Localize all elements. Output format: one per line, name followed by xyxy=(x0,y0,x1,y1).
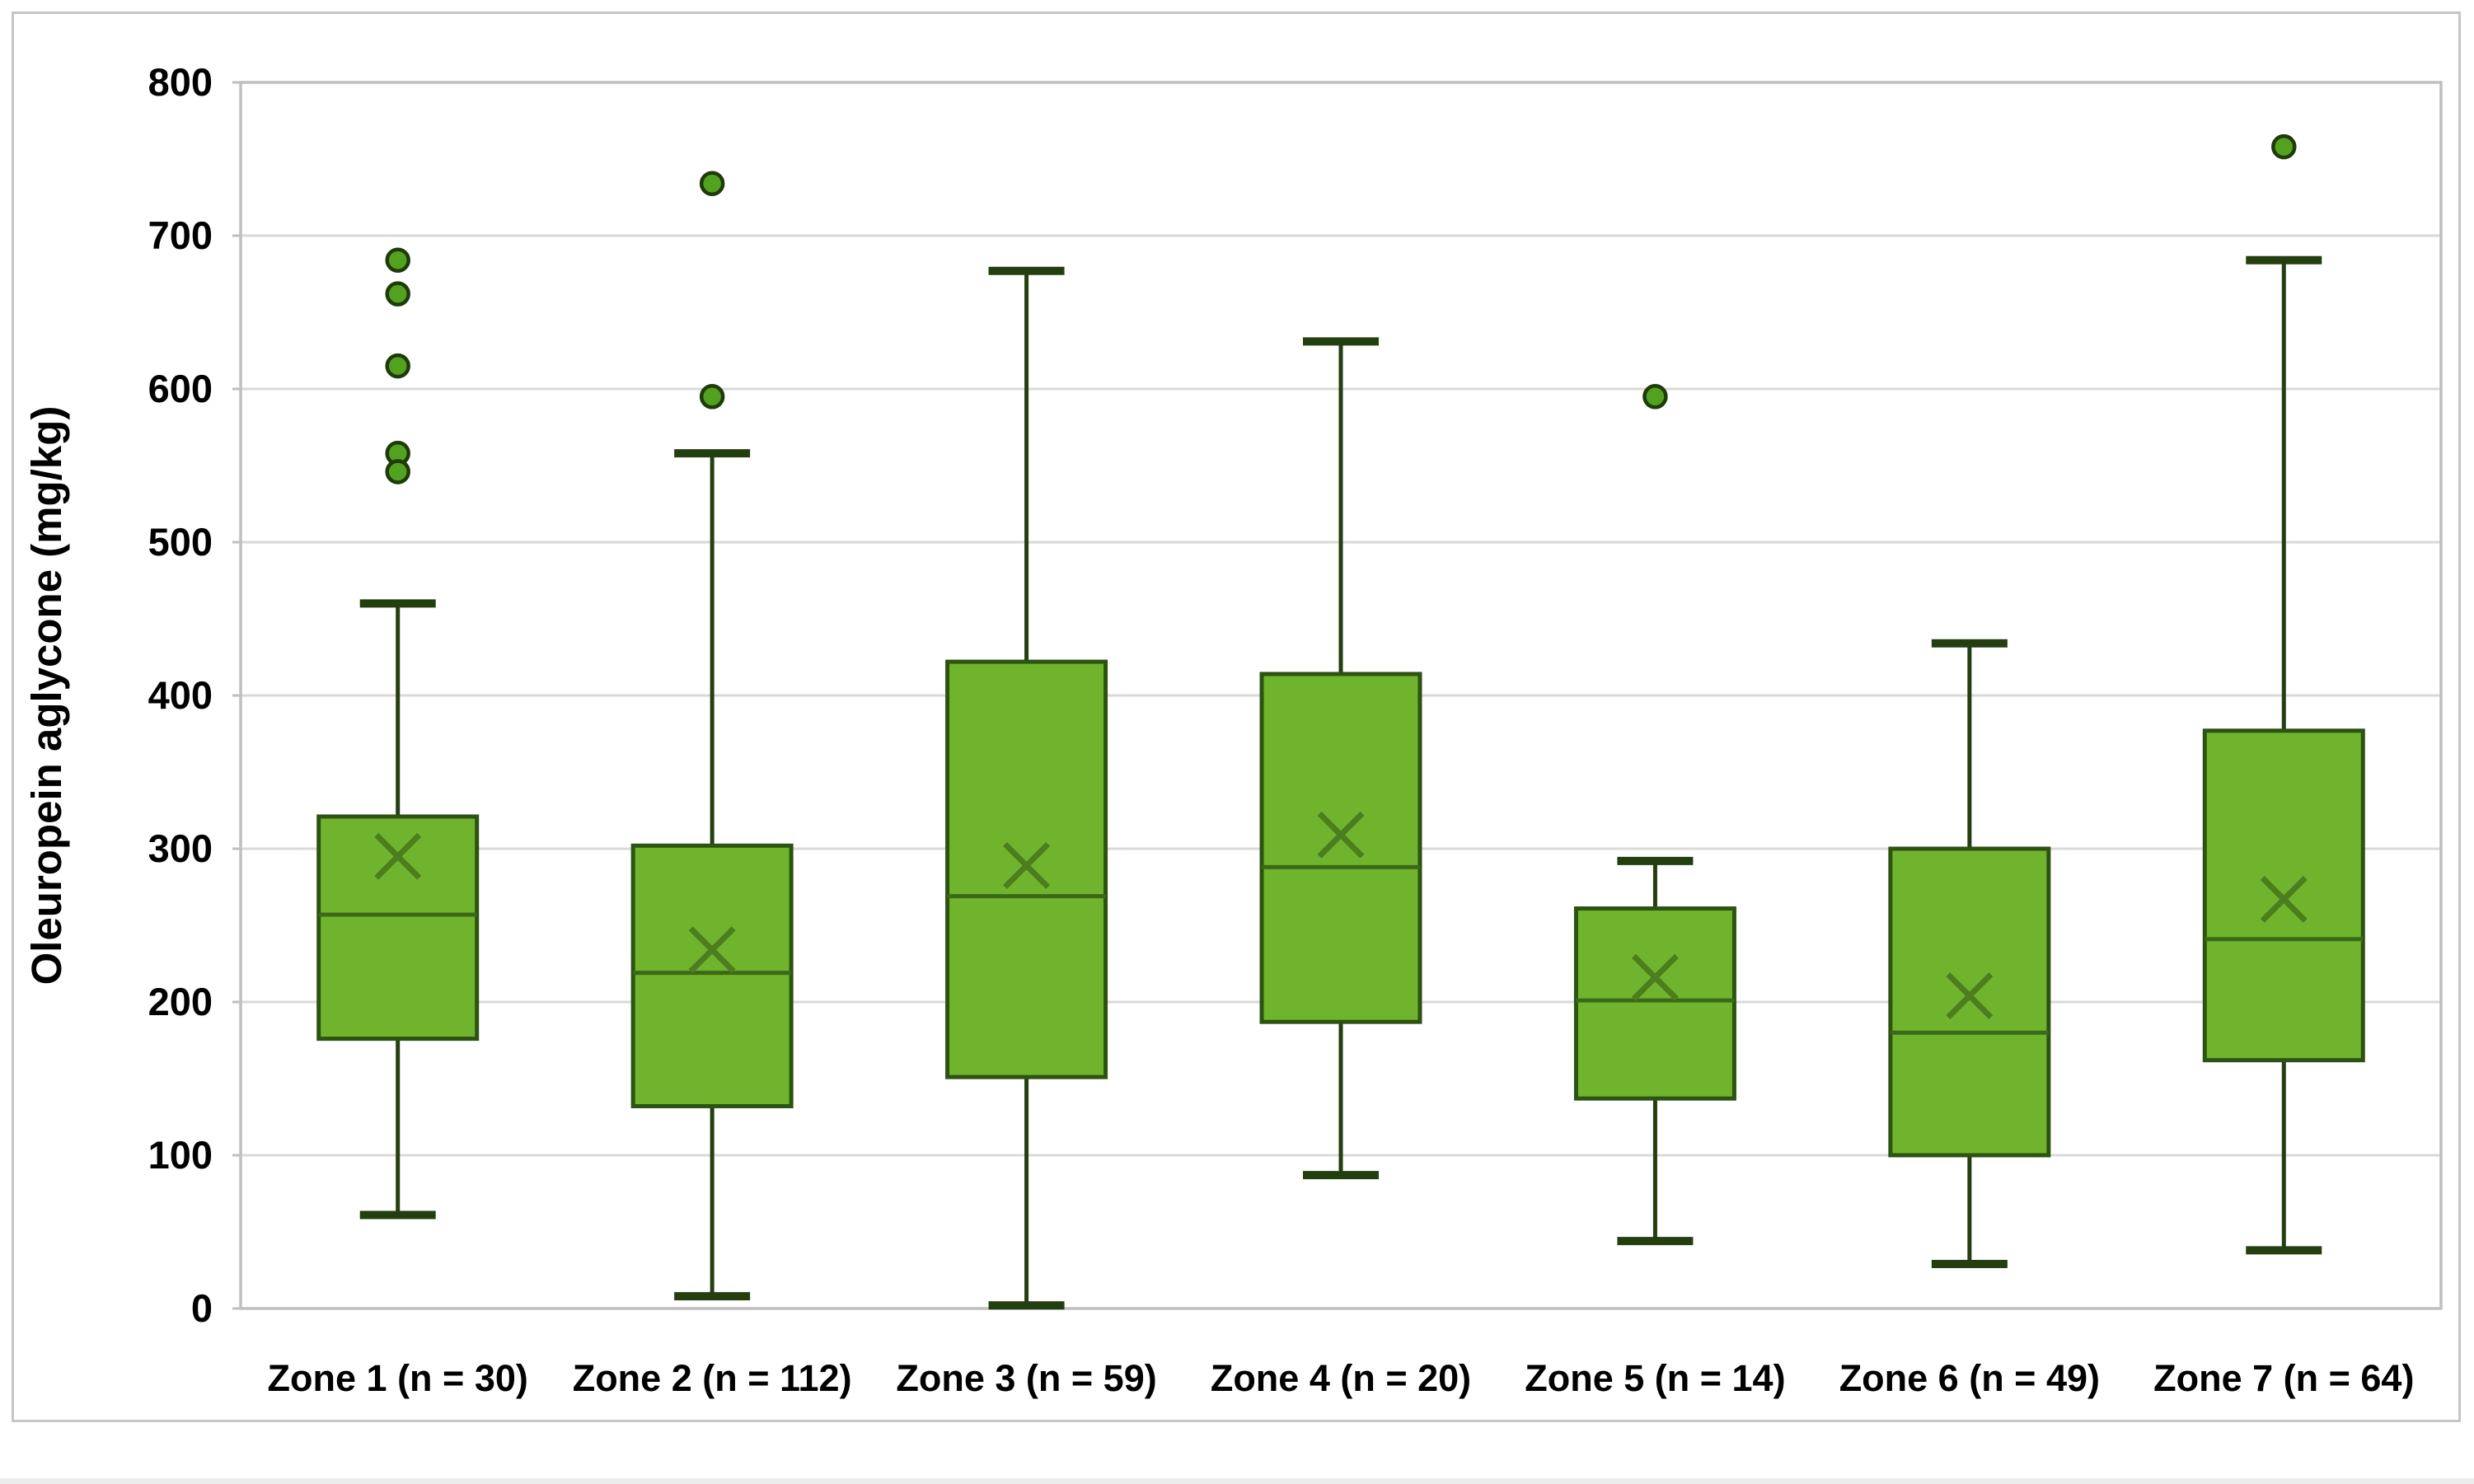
y-tick-label: 700 xyxy=(148,213,213,257)
y-tick-label: 100 xyxy=(148,1133,213,1177)
y-tick-label: 0 xyxy=(191,1286,213,1330)
x-category-label-zone-2: Zone 2 (n = 112) xyxy=(573,1357,852,1399)
box-zone-5 xyxy=(1573,906,1736,1101)
box-zone-4 xyxy=(1259,672,1422,1024)
x-category-label-zone-5: Zone 5 (n = 14) xyxy=(1525,1357,1785,1399)
mean-marker-zone-6 xyxy=(1946,972,1994,1020)
screenshot-bottom-edge xyxy=(0,1478,2474,1484)
y-tick-label: 200 xyxy=(148,980,213,1023)
mean-marker-zone-5 xyxy=(1631,953,1679,1001)
x-category-label-zone-6: Zone 6 (n = 49) xyxy=(1839,1357,2100,1399)
x-category-label-zone-1: Zone 1 (n = 30) xyxy=(268,1357,528,1399)
y-tick-label: 400 xyxy=(148,673,213,717)
box-zone-1 xyxy=(316,814,480,1042)
outlier-zone-2 xyxy=(699,384,725,410)
plot-area: 0 100 200 300 400 500 600 700 800 Zone 1 (n = 30)… xyxy=(148,60,2443,1399)
outlier-zone-7 xyxy=(2271,133,2297,160)
y-axis-title: Oleuropein aglycone (mg/kg) xyxy=(23,406,70,985)
mean-marker-zone-4 xyxy=(1317,811,1365,859)
outlier-zone-1 xyxy=(385,247,410,274)
mean-marker-zone-1 xyxy=(374,832,422,880)
y-tick-label: 300 xyxy=(148,826,213,870)
x-category-label-zone-3: Zone 3 (n = 59) xyxy=(896,1357,1156,1399)
mean-marker-zone-2 xyxy=(688,926,736,974)
y-tick-label: 500 xyxy=(148,520,213,564)
y-tick-label: 600 xyxy=(148,367,213,410)
box-zone-6 xyxy=(1888,846,2051,1158)
y-tick-label: 800 xyxy=(148,60,213,104)
outlier-zone-1 xyxy=(385,459,410,485)
box-zone-3 xyxy=(945,659,1108,1079)
box-zone-2 xyxy=(630,843,794,1108)
outlier-zone-1 xyxy=(385,353,410,379)
mean-marker-zone-3 xyxy=(1003,841,1051,889)
mean-marker-zone-7 xyxy=(2260,875,2308,923)
outlier-zone-5 xyxy=(1642,384,1668,410)
figure-frame xyxy=(12,12,2461,1422)
outlier-zone-2 xyxy=(699,171,725,197)
x-category-label-zone-4: Zone 4 (n = 20) xyxy=(1211,1357,1471,1399)
outlier-zone-1 xyxy=(385,281,410,307)
x-category-label-zone-7: Zone 7 (n = 64) xyxy=(2153,1357,2414,1399)
